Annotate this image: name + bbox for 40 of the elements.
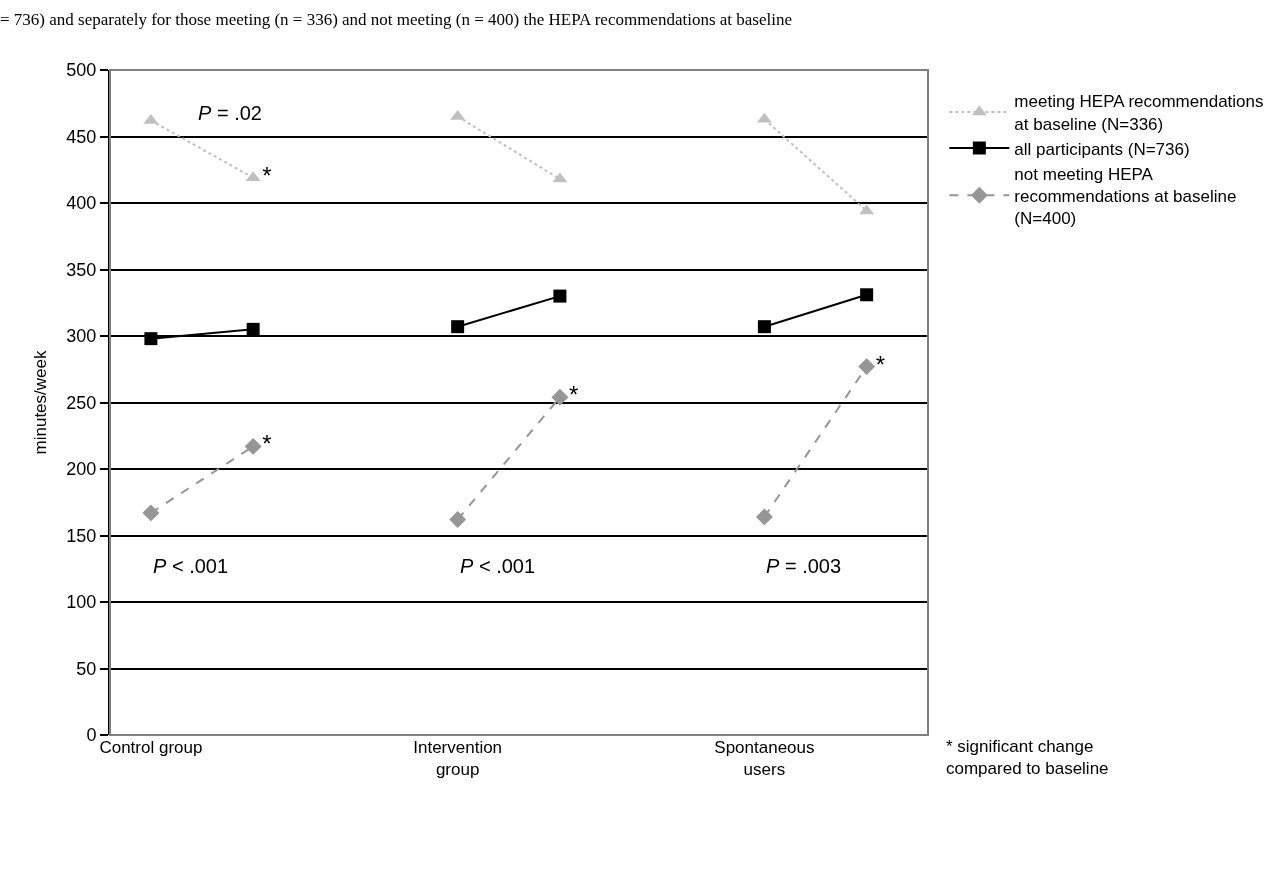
y-tick-label: 350 bbox=[66, 259, 97, 280]
annotation: P = .003 bbox=[766, 555, 842, 577]
legend-label: all participants (N=736) bbox=[1014, 139, 1190, 159]
data-label: * bbox=[262, 161, 272, 189]
point bbox=[755, 508, 773, 526]
x-tick-label: Spontaneous users bbox=[714, 738, 815, 780]
point bbox=[860, 288, 874, 302]
point bbox=[244, 437, 262, 455]
y-axis-title: minutes/week bbox=[31, 350, 51, 455]
y-tick-label: 150 bbox=[66, 525, 97, 546]
point bbox=[551, 388, 569, 406]
y-tick-label: 0 bbox=[86, 725, 97, 746]
y-tick-label: 250 bbox=[66, 392, 97, 413]
data-label: * bbox=[875, 350, 886, 378]
point bbox=[757, 320, 771, 334]
y-tick-label: 200 bbox=[66, 459, 97, 480]
point bbox=[144, 332, 158, 346]
annotation: P < .001 bbox=[153, 555, 229, 577]
annotation: P < .001 bbox=[460, 555, 536, 577]
point bbox=[449, 511, 467, 528]
point bbox=[142, 504, 160, 522]
y-tick-label: 50 bbox=[76, 658, 97, 679]
y-tick-label: 450 bbox=[66, 126, 97, 147]
x-tick-label: Control group bbox=[99, 738, 203, 757]
y-tick-label: 100 bbox=[66, 592, 97, 613]
point bbox=[246, 322, 260, 336]
data-label: * bbox=[569, 381, 579, 409]
data-label: * bbox=[262, 430, 272, 458]
y-tick-label: 300 bbox=[66, 326, 97, 347]
x-tick-label: Intervention group bbox=[413, 738, 503, 780]
text: * significant change compared to baseline bbox=[946, 737, 1109, 779]
legend-label: not meeting HEPA recommendations at baseline (N=400) bbox=[1014, 164, 1237, 228]
y-tick-label: 400 bbox=[66, 193, 97, 214]
chart-title: = 736) and separately for those meeting (n = 336) and not meeting (n = 400) the HEPA recommendations at baseline bbox=[0, 10, 792, 30]
legend-label: meeting HEPA recommendations at baseline (N=336) bbox=[1014, 92, 1264, 134]
point bbox=[451, 320, 465, 334]
point bbox=[553, 289, 567, 303]
annotation: P = .02 bbox=[198, 102, 262, 124]
point bbox=[858, 358, 876, 376]
y-tick-label: 500 bbox=[66, 60, 97, 81]
